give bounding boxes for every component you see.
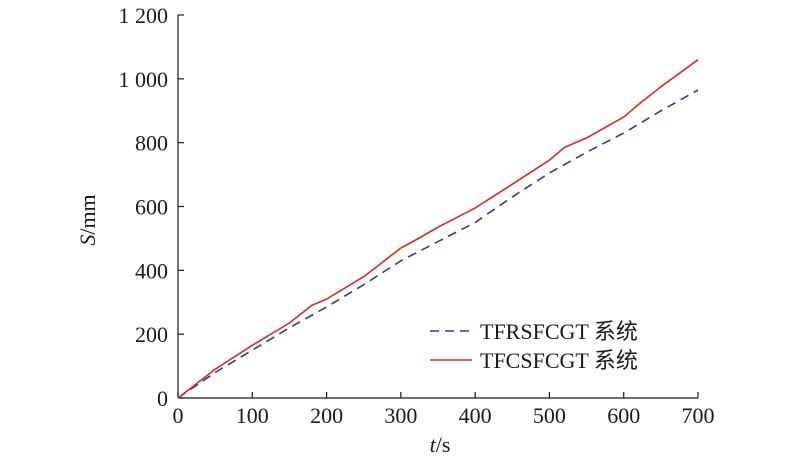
y-tick-label: 800: [135, 131, 168, 156]
x-tick-label: 500: [533, 403, 566, 428]
y-axis-var: S: [75, 235, 100, 246]
y-tick-label: 0: [157, 386, 168, 411]
x-tick-label: 100: [236, 403, 269, 428]
legend-label-series-2: TFCSFCGT 系统: [480, 348, 638, 373]
y-tick-label: 1 000: [119, 67, 169, 92]
y-tick-label: 600: [135, 195, 168, 220]
x-tick-label: 700: [682, 403, 715, 428]
series-layer: [177, 59, 699, 399]
x-axis-var: t: [430, 432, 437, 457]
series-line-2: [177, 59, 699, 399]
x-tick-label: 300: [384, 403, 417, 428]
x-tick-label: 0: [173, 403, 184, 428]
legend-label-series-1: TFRSFCGT 系统: [480, 319, 638, 344]
y-axis-title: S/mm: [75, 194, 100, 245]
x-tick-label: 200: [310, 403, 343, 428]
legend: TFRSFCGT 系统 TFCSFCGT 系统: [430, 319, 638, 373]
series-line-1: [177, 89, 699, 399]
x-axis-title: t/s: [430, 432, 451, 457]
x-axis: 0 100 200 300 400 500 600 700: [173, 392, 715, 428]
y-axis: 0 200 400 600 800 1 000 1 200: [119, 3, 184, 411]
y-axis-unit: /mm: [75, 194, 100, 234]
y-tick-label: 1 200: [119, 3, 169, 28]
y-tick-label: 200: [135, 322, 168, 347]
y-tick-label: 400: [135, 258, 168, 283]
x-tick-label: 600: [607, 403, 640, 428]
x-axis-unit: /s: [436, 432, 451, 457]
x-tick-label: 400: [459, 403, 492, 428]
